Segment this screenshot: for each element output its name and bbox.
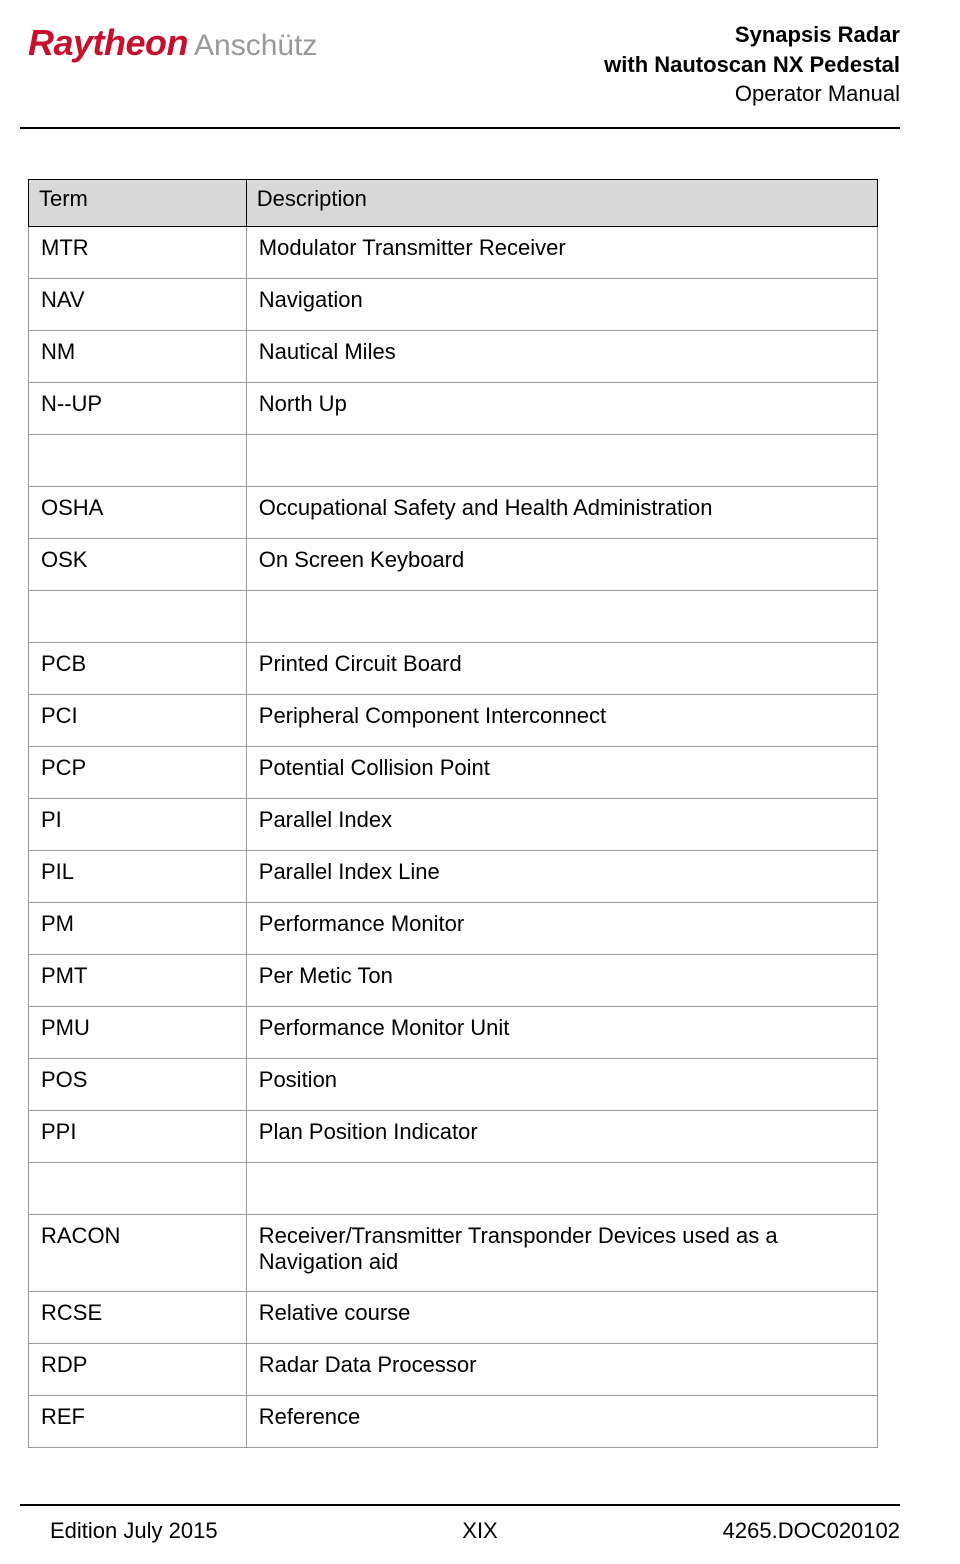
header-title-block: Synapsis Radar with Nautoscan NX Pedesta…: [604, 20, 900, 109]
description-cell: [246, 591, 877, 643]
term-cell: PCB: [29, 643, 247, 695]
term-cell: PM: [29, 903, 247, 955]
term-cell: OSHA: [29, 487, 247, 539]
table-row: PMPerformance Monitor: [29, 903, 878, 955]
table-header-row: Term Description: [29, 180, 878, 227]
description-cell: Parallel Index: [246, 799, 877, 851]
description-cell: Performance Monitor: [246, 903, 877, 955]
table-row: REFReference: [29, 1396, 878, 1448]
description-cell: Relative course: [246, 1292, 877, 1344]
term-cell: MTR: [29, 227, 247, 279]
table-row: POSPosition: [29, 1059, 878, 1111]
header-line-1: Synapsis Radar: [604, 20, 900, 50]
description-cell: [246, 1163, 877, 1215]
description-cell: Parallel Index Line: [246, 851, 877, 903]
table-row: NAVNavigation: [29, 279, 878, 331]
header-line-3: Operator Manual: [604, 79, 900, 109]
term-cell: OSK: [29, 539, 247, 591]
col-header-description: Description: [246, 180, 877, 227]
table-row: [29, 591, 878, 643]
term-cell: N--UP: [29, 383, 247, 435]
page-header: RaytheonAnschütz Synapsis Radar with Nau…: [20, 20, 900, 117]
table-row: [29, 435, 878, 487]
description-cell: Position: [246, 1059, 877, 1111]
footer-edition: Edition July 2015: [50, 1518, 218, 1544]
description-cell: Reference: [246, 1396, 877, 1448]
term-cell: [29, 435, 247, 487]
table-row: OSHAOccupational Safety and Health Admin…: [29, 487, 878, 539]
table-row: PPIPlan Position Indicator: [29, 1111, 878, 1163]
term-cell: PPI: [29, 1111, 247, 1163]
term-cell: PCP: [29, 747, 247, 799]
table-row: PCBPrinted Circuit Board: [29, 643, 878, 695]
table-row: PMTPer Metic Ton: [29, 955, 878, 1007]
table-row: PMUPerformance Monitor Unit: [29, 1007, 878, 1059]
term-cell: PIL: [29, 851, 247, 903]
description-cell: On Screen Keyboard: [246, 539, 877, 591]
description-cell: Modulator Transmitter Receiver: [246, 227, 877, 279]
table-row: RACONReceiver/Transmitter Transponder De…: [29, 1215, 878, 1292]
term-cell: PCI: [29, 695, 247, 747]
term-cell: POS: [29, 1059, 247, 1111]
description-cell: Navigation: [246, 279, 877, 331]
term-cell: PMT: [29, 955, 247, 1007]
table-row: N--UPNorth Up: [29, 383, 878, 435]
footer-page-number: XIX: [462, 1518, 497, 1544]
term-cell: [29, 1163, 247, 1215]
footer-doc-number: 4265.DOC020102: [723, 1518, 900, 1544]
term-cell: PMU: [29, 1007, 247, 1059]
description-cell: Radar Data Processor: [246, 1344, 877, 1396]
page-footer: Edition July 2015 XIX 4265.DOC020102: [20, 1506, 900, 1544]
table-row: PIParallel Index: [29, 799, 878, 851]
table-row: PCIPeripheral Component Interconnect: [29, 695, 878, 747]
description-cell: Peripheral Component Interconnect: [246, 695, 877, 747]
term-cell: PI: [29, 799, 247, 851]
term-cell: RACON: [29, 1215, 247, 1292]
term-cell: NM: [29, 331, 247, 383]
table-row: PILParallel Index Line: [29, 851, 878, 903]
logo-brand2: Anschütz: [194, 29, 317, 62]
logo-brand1: Raytheon: [28, 22, 188, 63]
description-cell: Plan Position Indicator: [246, 1111, 877, 1163]
header-line-2: with Nautoscan NX Pedestal: [604, 50, 900, 80]
glossary-table: Term Description MTRModulator Transmitte…: [28, 179, 878, 1448]
table-row: PCPPotential Collision Point: [29, 747, 878, 799]
description-cell: Per Metic Ton: [246, 955, 877, 1007]
term-cell: NAV: [29, 279, 247, 331]
term-cell: RCSE: [29, 1292, 247, 1344]
table-row: RDPRadar Data Processor: [29, 1344, 878, 1396]
description-cell: North Up: [246, 383, 877, 435]
table-row: OSKOn Screen Keyboard: [29, 539, 878, 591]
table-row: [29, 1163, 878, 1215]
description-cell: Nautical Miles: [246, 331, 877, 383]
header-divider: [20, 127, 900, 129]
description-cell: Performance Monitor Unit: [246, 1007, 877, 1059]
table-row: NMNautical Miles: [29, 331, 878, 383]
col-header-term: Term: [29, 180, 247, 227]
description-cell: Occupational Safety and Health Administr…: [246, 487, 877, 539]
description-cell: [246, 435, 877, 487]
term-cell: [29, 591, 247, 643]
table-row: RCSERelative course: [29, 1292, 878, 1344]
term-cell: REF: [29, 1396, 247, 1448]
description-cell: Potential Collision Point: [246, 747, 877, 799]
description-cell: Receiver/Transmitter Transponder Devices…: [246, 1215, 877, 1292]
logo: RaytheonAnschütz: [20, 20, 317, 64]
description-cell: Printed Circuit Board: [246, 643, 877, 695]
term-cell: RDP: [29, 1344, 247, 1396]
table-row: MTRModulator Transmitter Receiver: [29, 227, 878, 279]
